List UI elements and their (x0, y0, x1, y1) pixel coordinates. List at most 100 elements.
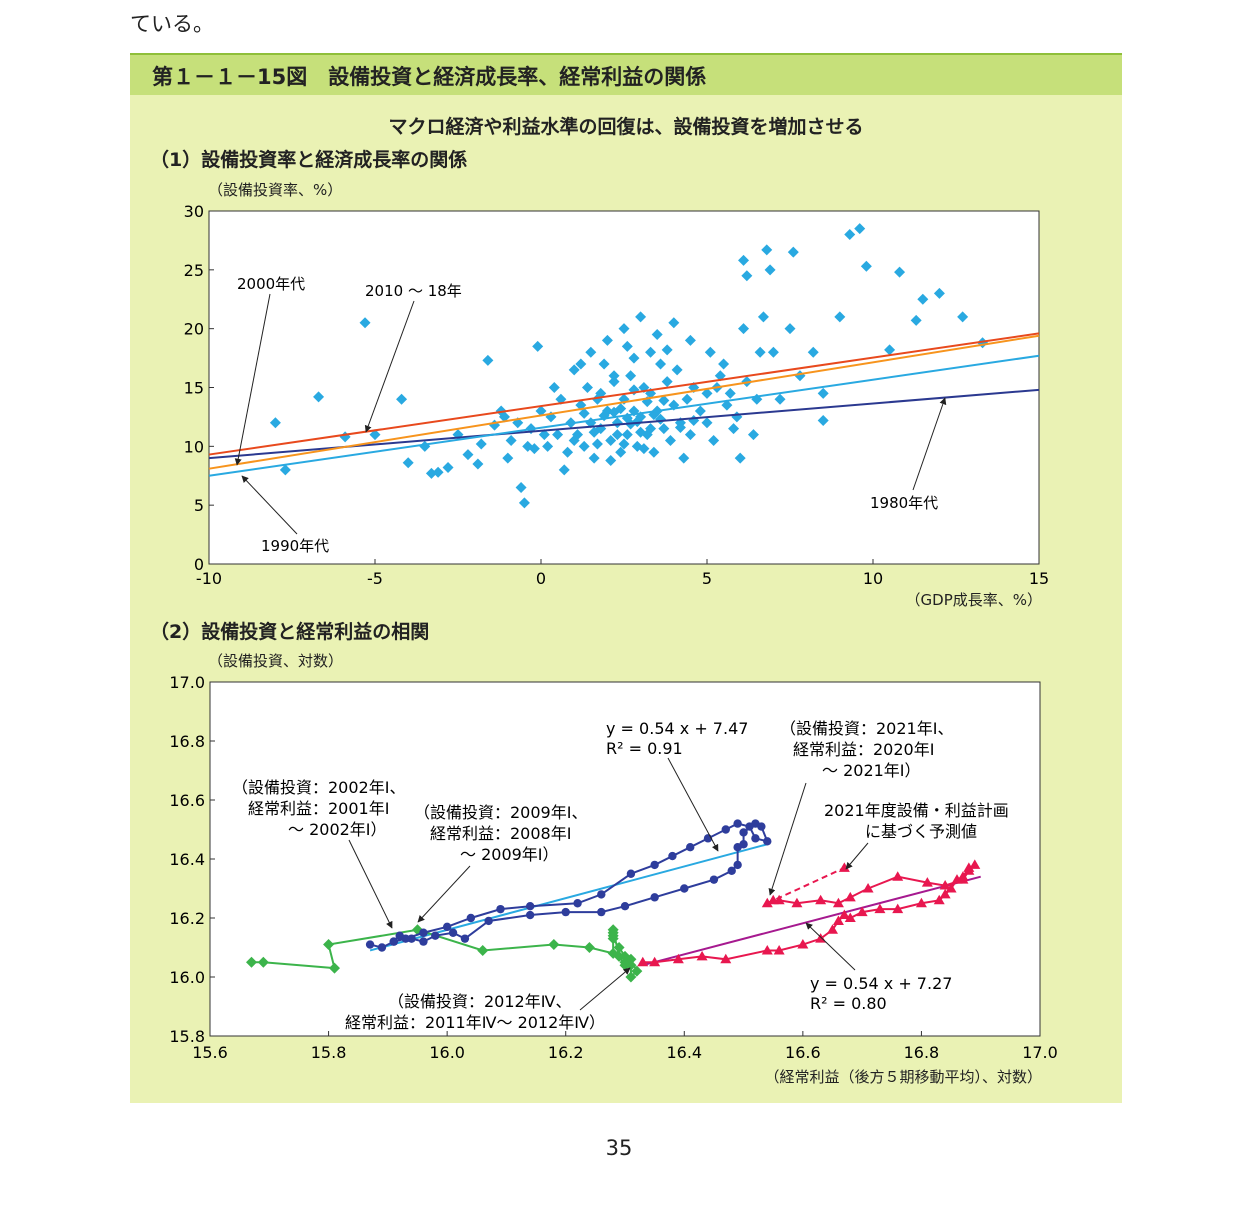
arrow-2000 (234, 293, 271, 466)
chart1-point (605, 454, 617, 466)
chart1-point (807, 346, 819, 358)
chart1-point (894, 266, 906, 278)
chart1-point (432, 466, 444, 478)
chart1-point (684, 334, 696, 346)
chart1-point (558, 464, 570, 476)
chart1-point (708, 434, 720, 446)
chart1-point (552, 429, 564, 441)
chart1-xtick-label: 5 (702, 569, 712, 588)
chart1-point (721, 399, 733, 411)
chart1-xtick-label: 15 (1029, 569, 1049, 588)
chart1-point (701, 417, 713, 429)
label-1980: 1980年代 (870, 494, 938, 512)
chart1-point (615, 446, 627, 458)
page-number: 35 (605, 1136, 633, 1160)
chart1-point (498, 411, 510, 423)
chart1-point (532, 340, 544, 352)
chart1-point (621, 429, 633, 441)
chart1-point (608, 406, 620, 418)
chart1-point (747, 429, 759, 441)
label-1990: 1990年代 (261, 537, 329, 555)
chart1-point (535, 405, 547, 417)
chart1-point (472, 458, 484, 470)
chart1-point (618, 438, 630, 450)
chart1-point (625, 370, 637, 382)
chart1-point (581, 382, 593, 393)
chart2-title: （2）設備投資と経常利益の相関 (150, 621, 430, 643)
chart1-point (787, 246, 799, 258)
chart1-point (542, 440, 554, 452)
arrow-2010 (364, 300, 415, 433)
chart1-point (648, 446, 660, 458)
chart1-point (917, 293, 929, 305)
chart1-point (635, 311, 647, 323)
chart1-point (585, 346, 597, 358)
chart1-point (655, 358, 667, 370)
chart1-point (575, 358, 587, 370)
chart1-xtick-label: -5 (367, 569, 383, 588)
chart1-point (505, 434, 517, 446)
chart1-point (767, 346, 779, 358)
chart1-point (933, 287, 945, 299)
chart1-point (757, 311, 769, 323)
chart1-point (694, 405, 706, 417)
chart1-ytick-label: 20 (184, 320, 204, 339)
chart1-ytick-label: 25 (184, 261, 204, 280)
chart1-point (548, 382, 560, 393)
chart1-point (738, 323, 750, 335)
chart1-point (774, 393, 786, 405)
chart1-point (671, 364, 683, 376)
chart1-point (578, 440, 590, 452)
chart1-scatter: 0 5 10 15 20 25 30 -10 -5 0 5 10 15 2000年代 2010 ～ 1… (184, 202, 1050, 588)
arrow-1990 (241, 475, 298, 535)
chart1-point (678, 452, 690, 464)
chart1-point (661, 376, 673, 388)
chart1-point (568, 364, 580, 376)
chart1-ytick-label: 10 (184, 437, 204, 456)
figure-title: 第１－１－15図 設備投資と経済成長率、経常利益の関係 (152, 65, 707, 89)
chart1-point (538, 429, 550, 441)
chart1-point (522, 440, 534, 452)
chart1-trend-line (208, 334, 1040, 470)
chart1-ytick-label: 30 (184, 202, 204, 221)
chart1-point (661, 344, 673, 356)
chart1-point (562, 446, 574, 458)
chart2-ylabel: （設備投資、対数） (208, 652, 344, 670)
label-2010: 2010 ～ 18年 (365, 282, 462, 300)
chart1-point (482, 354, 494, 366)
chart1-point (359, 317, 371, 329)
chart1-point (718, 358, 730, 370)
chart1-point (601, 334, 613, 346)
chart1-point (728, 423, 740, 435)
chart1-point (714, 370, 726, 382)
chart1-point (668, 317, 680, 329)
chart1-xtick-label: 10 (863, 569, 883, 588)
chart1-point (588, 426, 600, 438)
chart1-point (369, 429, 381, 441)
chart1-point (618, 323, 630, 335)
chart1-point (611, 429, 623, 441)
chart1-point (910, 314, 922, 326)
chart1-xtick-label: 0 (536, 569, 546, 588)
chart1-point (598, 358, 610, 370)
chart1-point (754, 346, 766, 358)
chart1-point (681, 393, 693, 405)
chart1-title: （1）設備投資率と経済成長率の関係 (150, 149, 468, 171)
chart1-point (462, 449, 474, 461)
chart1-point (502, 452, 514, 464)
chart1-point (860, 260, 872, 272)
chart1-ytick-label: 0 (194, 555, 204, 574)
chart1-point (854, 223, 866, 235)
chart1-point (658, 394, 670, 406)
arrow-1980 (912, 397, 947, 491)
chart1-point (645, 423, 657, 435)
chart1-point (684, 429, 696, 441)
chart1-point (724, 387, 736, 399)
chart1-point (834, 311, 846, 323)
chart1-point (591, 438, 603, 450)
chart1-ylabel: （設備投資率、%） (208, 181, 343, 199)
chart1-point (957, 311, 969, 323)
chart1-point (817, 414, 829, 426)
chart1-point (605, 434, 617, 446)
chart1-point (396, 393, 408, 405)
